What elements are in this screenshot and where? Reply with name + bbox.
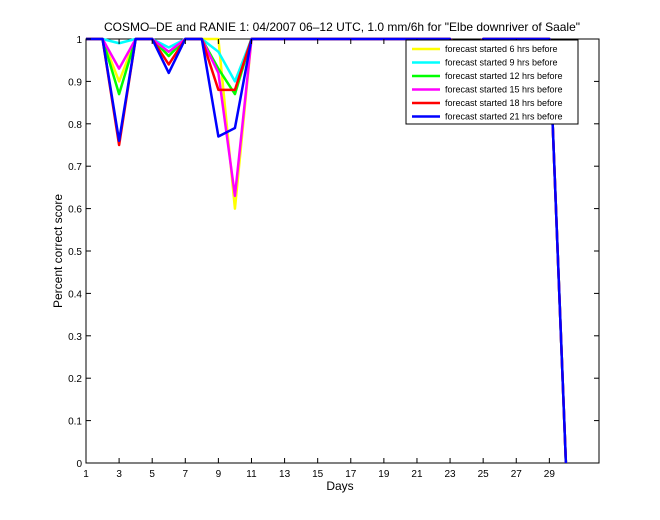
y-tick-label: 1: [76, 35, 82, 46]
axes: 1 3 5 7 9 11 13 15 17 19 21 23 25 27 2900.10.20.30.40.…: [68, 35, 599, 480]
legend-label-1: forecast started 6 hrs before: [445, 44, 558, 54]
y-tick-label: 0: [76, 459, 82, 470]
y-tick-label: 0.2: [68, 374, 82, 385]
y-tick-label: 0.3: [68, 332, 82, 343]
x-tick-label: 3: [116, 469, 122, 480]
x-tick-label: 25: [478, 469, 490, 480]
x-tick-label: 19: [378, 469, 390, 480]
x-tick-label: 21: [411, 469, 423, 480]
legend-label-4: forecast started 15 hrs before: [445, 85, 563, 95]
y-tick-label: 0.8: [68, 120, 82, 131]
x-tick-label: 15: [312, 469, 324, 480]
y-tick-label: 0.4: [68, 289, 82, 300]
x-tick-label: 23: [445, 469, 457, 480]
series-line-6: [86, 37, 568, 464]
x-tick-label: 29: [544, 469, 556, 480]
y-tick-label: 0.1: [68, 417, 82, 428]
y-axis-label: Percent correct score: [51, 194, 65, 308]
legend-label-3: forecast started 12 hrs before: [445, 71, 563, 81]
y-tick-label: 0.5: [68, 247, 82, 258]
series-layer: [86, 37, 568, 464]
legend: forecast started 6 hrs before forecast st…: [405, 39, 579, 125]
x-tick-label: 7: [183, 469, 189, 480]
legend-label-6: forecast started 21 hrs before: [445, 112, 563, 122]
y-tick-label: 0.6: [68, 205, 82, 216]
x-tick-label: 9: [216, 469, 222, 480]
x-tick-label: 5: [149, 469, 155, 480]
x-tick-label: 11: [246, 469, 257, 480]
y-tick-label: 0.9: [68, 77, 82, 88]
y-tick-label: 0.7: [68, 162, 82, 173]
chart-title: COSMO–DE and RANIE 1: 04/2007 06–12 UTC,…: [104, 20, 580, 34]
legend-box: [405, 39, 579, 125]
legend-label-2: forecast started 9 hrs before: [445, 58, 558, 68]
x-axis-label: Days: [326, 479, 353, 493]
legend-label-5: forecast started 18 hrs before: [445, 98, 563, 108]
x-tick-label: 13: [279, 469, 291, 480]
x-tick-label: 17: [345, 469, 357, 480]
x-tick-label: 1: [83, 469, 89, 480]
x-tick-label: 27: [511, 469, 523, 480]
